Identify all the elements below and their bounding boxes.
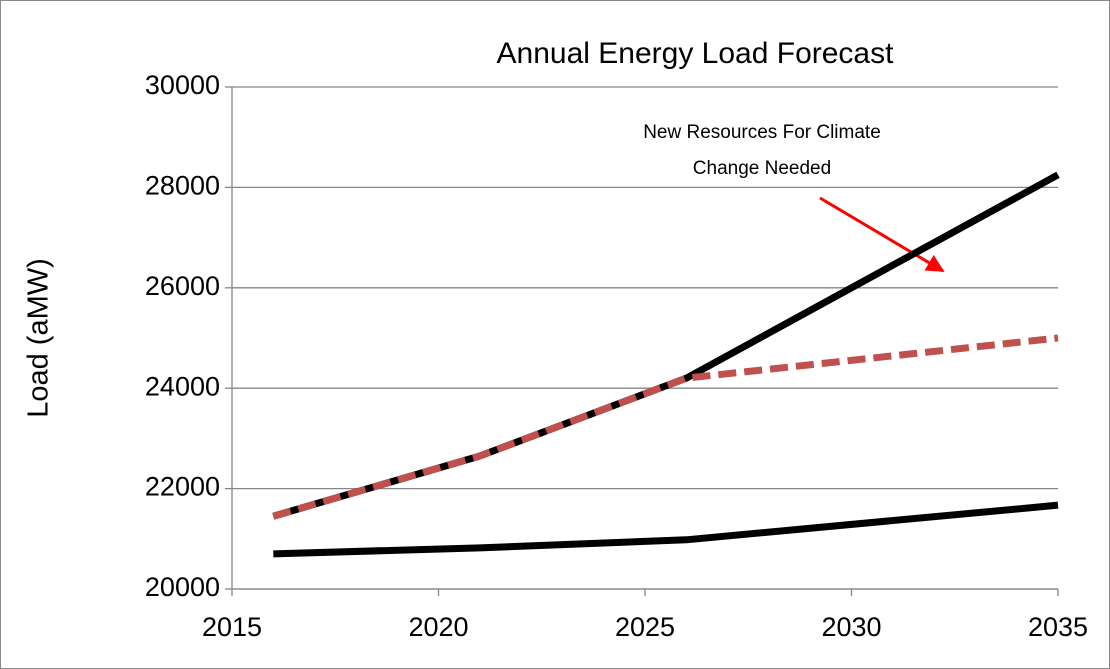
chart-title: Annual Energy Load Forecast [497,37,895,70]
x-tick-label: 2030 [821,612,881,642]
y-tick-label: 30000 [145,70,220,100]
annotation: Change Needed [693,158,831,179]
series-line [272,334,1059,520]
x-tick-label: 2015 [202,612,262,642]
x-tick-label: 2020 [408,612,468,642]
y-tick-label: 20000 [145,572,220,602]
y-axis-label: Load (aMW) [23,258,55,418]
y-tick-label: 22000 [145,472,220,502]
annotation: New Resources For Climate [643,122,881,143]
annotation-arrow [819,196,945,273]
y-tick-label: 26000 [145,271,220,301]
y-tick-label: 28000 [145,171,220,201]
series-line [273,501,1059,558]
x-tick-label: 2035 [1028,612,1088,642]
x-tick-label: 2025 [615,612,675,642]
y-tick-label: 24000 [145,371,220,401]
